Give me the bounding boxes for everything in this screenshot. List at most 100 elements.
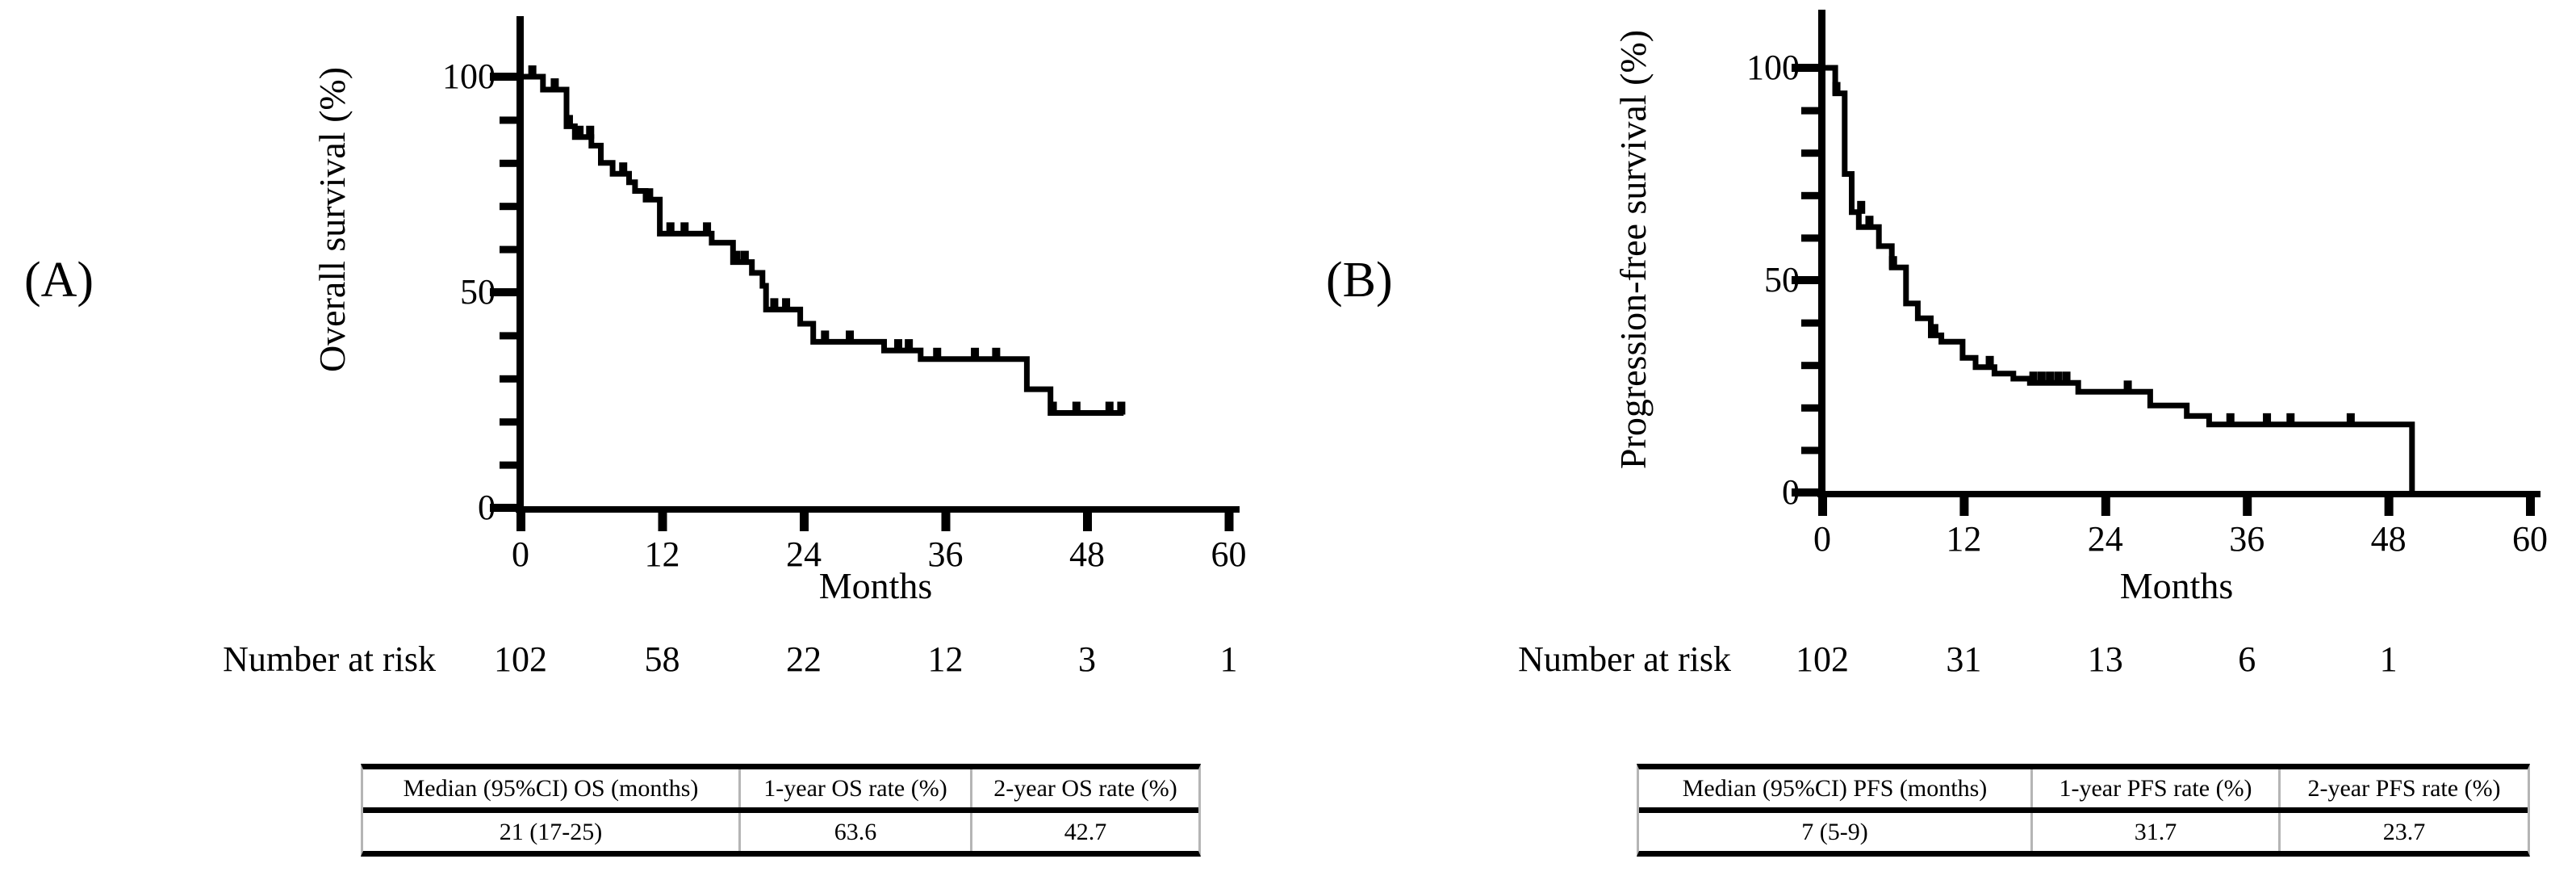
censor-mark [1930,324,1938,337]
x-tick [1959,494,1969,516]
os-summary-table: Median (95%CI) OS (months) 1-year OS rate… [361,764,1201,857]
panel-a-letter: (A) [24,253,94,308]
y-minor-tick [500,461,517,469]
censor-mark [1865,216,1874,229]
panel-a-y-axis-title: Overall survival (%) [312,66,353,373]
censor-mark [821,330,830,344]
censor-mark [680,222,689,236]
censor-mark [2046,371,2055,385]
censor-mark [564,115,573,128]
pfs-km-curve [1822,65,2415,492]
censor-mark [1072,401,1081,415]
x-axis-spine [516,506,1240,513]
y-minor-tick [1801,149,1819,157]
censor-mark [905,339,914,353]
censor-mark [703,222,712,236]
panel-b-letter: (B) [1326,253,1393,308]
pfs-summary-table: Median (95%CI) PFS (months) 1-year PFS ra… [1637,764,2530,857]
y-minor-tick [1801,107,1819,115]
summary-table-value-row: 21 (17-25) 63.6 42.7 [363,813,1198,851]
x-tick-label: 60 [1211,534,1247,574]
censor-mark [971,347,980,361]
y-tick-label: 50 [1764,260,1800,300]
x-tick [1818,494,1827,516]
y-major-tick [1792,276,1819,284]
x-tick [2243,494,2252,516]
summary-table-header-cell: Median (95%CI) OS (months) [363,769,741,807]
number-at-risk-value: 102 [1796,639,1849,679]
number-at-risk-value: 58 [644,639,680,679]
x-tick [941,509,951,531]
panel-a-x-axis-title: Months [818,565,933,606]
censor-mark [740,250,749,264]
censor-mark [619,162,628,176]
censor-mark [1857,200,1866,214]
x-axis-spine [1817,491,2540,497]
y-minor-tick [1801,404,1819,412]
number-at-risk-value: 1 [1219,639,1238,679]
summary-table-value-cell: 63.6 [741,813,972,851]
panel-b-y-axis-title: Progression-free survival (%) [1612,29,1654,470]
x-tick [658,509,667,531]
censor-mark [645,188,654,202]
y-minor-tick [500,116,517,124]
censor-mark [894,339,902,353]
y-tick-label: 0 [1782,472,1800,512]
x-tick [1224,509,1234,531]
censor-mark [2226,413,2235,426]
censor-mark [933,347,942,361]
x-tick-label: 48 [2370,519,2407,559]
number-at-risk-value: 3 [1078,639,1096,679]
censor-mark [782,298,791,312]
summary-table-value-cell: 21 (17-25) [363,813,741,851]
censor-mark [528,65,537,78]
x-tick-label: 24 [786,534,822,574]
y-axis-spine [1818,10,1825,497]
censor-mark [586,125,595,139]
number-at-risk-value: 31 [1946,639,1982,679]
censor-mark [770,298,779,312]
y-major-tick [1792,64,1819,72]
summary-table-value-cell: 42.7 [1064,818,1107,845]
panel-b-x-axis-title: Months [2119,565,2234,606]
y-major-tick [490,504,517,512]
x-tick-label: 0 [1813,519,1831,559]
summary-table-value-cell: 23.7 [2382,818,2426,845]
censor-mark [2037,371,2046,385]
x-tick [2384,494,2394,516]
number-at-risk-value: 6 [2238,639,2256,679]
censor-mark [2263,413,2272,426]
censor-mark [1985,355,1994,369]
x-tick-label: 36 [2229,519,2265,559]
y-axis-spine [516,16,524,513]
summary-table-value-cell: 31.7 [2033,813,2281,851]
panel-b-number-at-risk-label: Number at risk [1518,639,1731,679]
os-km-curve [521,73,1124,416]
summary-table-header-cell: 2-year OS rate (%) [993,774,1177,802]
summary-table-header-cell: 2-year PFS rate (%) [2307,774,2501,802]
censor-mark [1105,401,1114,415]
x-tick [516,509,525,531]
censor-mark [1048,401,1057,415]
censor-mark [1888,256,1897,270]
y-minor-tick [1801,446,1819,455]
y-minor-tick [500,375,517,383]
x-tick-label: 60 [2512,519,2549,559]
y-tick-label: 100 [442,57,496,96]
x-tick-label: 12 [644,534,680,574]
censor-mark [575,125,584,139]
number-at-risk-value: 1 [2379,639,2398,679]
y-major-tick [1792,488,1819,497]
censor-mark [666,222,675,236]
summary-table-header-cell: 1-year PFS rate (%) [2033,769,2281,807]
censor-mark [1832,82,1841,95]
x-tick-label: 0 [512,534,529,574]
x-tick-label: 24 [2087,519,2123,559]
y-minor-tick [1801,234,1819,242]
y-minor-tick [1801,362,1819,370]
censor-mark [2286,413,2295,426]
y-tick-label: 50 [460,272,496,312]
number-at-risk-value: 102 [494,639,547,679]
x-tick [800,509,809,531]
